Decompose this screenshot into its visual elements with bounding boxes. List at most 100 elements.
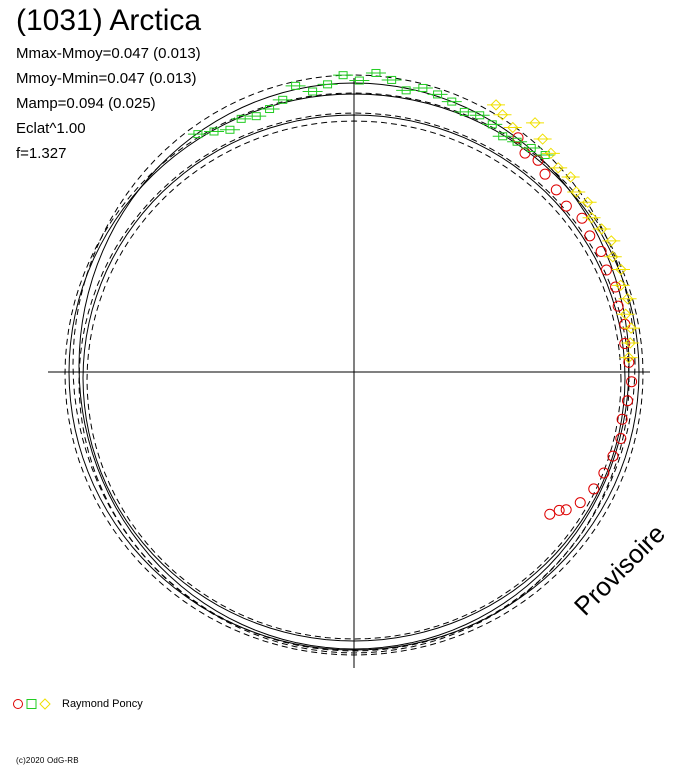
data-point-square-shape: [459, 107, 469, 116]
data-point-square-3: [492, 132, 513, 141]
data-point-square-shape: [371, 68, 381, 77]
data-point-diamond-shape: [490, 99, 502, 111]
data-point-square-19: [259, 105, 280, 114]
data-point-diamond-11: [592, 223, 611, 235]
data-point-diamond-shape: [496, 109, 509, 121]
data-point-square-shape: [323, 80, 333, 89]
data-point-diamond-shape: [625, 322, 637, 334]
data-point-circle-shape: [626, 376, 638, 388]
data-point-diamond-shape: [585, 212, 598, 224]
data-point-square-20: [246, 112, 267, 121]
data-point-diamond-5: [541, 147, 560, 160]
data-point-diamond-shape: [552, 162, 564, 174]
data-point-diamond-shape: [536, 133, 549, 145]
legend-circle-marker: [13, 699, 23, 709]
data-point-square-16: [302, 87, 323, 96]
data-point-circle-0: [512, 132, 524, 144]
data-point-diamond-17: [616, 308, 635, 320]
stat-mamp: Mamp=0.094 (0.025): [16, 95, 156, 112]
data-point-diamond-2: [503, 121, 522, 134]
data-point-square-shape: [540, 151, 550, 160]
data-point-circle-shape: [607, 450, 619, 462]
data-point-circle-13: [619, 338, 631, 350]
data-point-circle-17: [616, 413, 628, 425]
data-point-diamond-0: [487, 99, 506, 111]
data-point-diamond-shape: [621, 292, 634, 305]
data-point-square-shape: [265, 105, 275, 114]
chart-title: (1031) Arctica: [16, 4, 202, 37]
data-point-diamond-8: [567, 186, 586, 198]
data-point-circle-shape: [610, 281, 622, 293]
data-point-square-shape: [308, 87, 318, 96]
data-point-square-shape: [251, 112, 261, 121]
data-point-square-shape: [512, 137, 522, 146]
data-point-square-shape: [278, 95, 288, 104]
stat-mmoy-mmin: Mmoy-Mmin=0.047 (0.013): [16, 70, 197, 87]
data-point-circle-shape: [574, 497, 586, 509]
model-curve-dashed-3: [78, 112, 630, 652]
data-point-square-11: [381, 75, 402, 84]
data-point-square-13: [349, 76, 370, 85]
data-point-square-shape: [225, 125, 235, 134]
data-point-circle-19: [607, 450, 619, 462]
legend: Raymond Poncy: [12, 697, 143, 711]
data-point-circle-22: [574, 497, 586, 509]
data-point-square-shape: [236, 114, 246, 123]
data-point-circle-shape: [615, 433, 627, 445]
data-point-square-shape: [401, 86, 411, 95]
data-point-circle-shape: [598, 467, 610, 479]
data-point-circle-24: [553, 504, 565, 516]
stat-mmax-mmoy: Mmax-Mmoy=0.047 (0.013): [16, 45, 201, 62]
data-point-diamond-3: [526, 117, 545, 129]
data-point-diamond-shape: [545, 147, 557, 160]
data-point-square-shape: [387, 75, 397, 84]
legend-markers: [13, 698, 51, 710]
data-point-square-22: [219, 125, 240, 134]
stats-block: Mmax-Mmoy=0.047 (0.013) Mmoy-Mmin=0.047 …: [16, 41, 201, 166]
data-point-circle-shape: [616, 413, 628, 425]
data-point-square-shape: [487, 120, 497, 129]
data-point-circle-shape: [539, 168, 551, 180]
data-point-diamond-shape: [619, 308, 632, 320]
data-point-circle-23: [560, 504, 572, 516]
data-point-circle-5: [560, 200, 572, 212]
data-point-square-8: [427, 90, 448, 99]
data-point-circle-20: [598, 467, 610, 479]
data-point-circle-shape: [560, 504, 572, 516]
data-points: [187, 68, 641, 520]
data-point-circle-shape: [553, 504, 565, 516]
data-point-square-2: [507, 137, 528, 146]
data-point-diamond-9: [578, 196, 597, 208]
data-point-square-1: [521, 143, 542, 152]
data-point-square-shape: [433, 90, 443, 99]
data-point-circle-15: [626, 376, 638, 388]
data-point-diamond-shape: [607, 251, 619, 263]
data-point-circle-shape: [595, 245, 607, 257]
copyright: (c)2020 OdG-RB: [16, 756, 79, 765]
model-curve-dashed-0: [72, 74, 636, 654]
legend-square-marker: [26, 699, 37, 709]
data-point-diamond-20: [619, 351, 638, 364]
data-point-circle-shape: [560, 200, 572, 212]
data-point-diamond-shape: [622, 351, 635, 364]
data-point-diamond-shape: [529, 117, 541, 129]
data-point-square-5: [469, 111, 490, 120]
data-point-square-9: [412, 83, 433, 92]
legend-observer-name: Raymond Poncy: [62, 698, 143, 710]
data-point-square-shape: [526, 143, 536, 152]
data-point-circle-shape: [584, 230, 596, 242]
data-point-diamond-4: [533, 133, 552, 145]
data-point-square-shape: [354, 76, 364, 85]
data-point-square-21: [231, 114, 252, 123]
model-curve-dashed-1: [86, 120, 622, 640]
data-point-circle-4: [550, 184, 562, 196]
data-point-diamond-shape: [615, 279, 627, 292]
data-point-square-shape: [291, 81, 301, 90]
legend-diamond-marker: [39, 698, 51, 710]
data-point-square-4: [482, 120, 503, 129]
data-point-diamond-12: [602, 235, 621, 247]
data-point-diamond-14: [612, 263, 631, 276]
data-point-diamond-1: [493, 109, 512, 121]
data-point-diamond-10: [582, 212, 601, 224]
